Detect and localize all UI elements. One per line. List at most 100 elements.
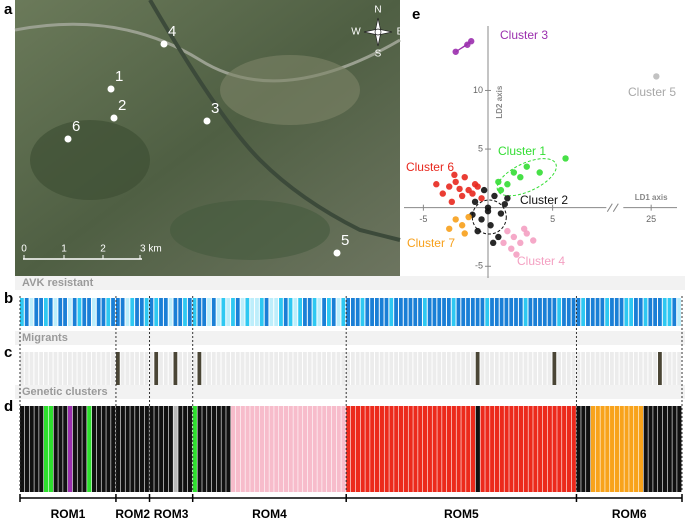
avk-bar [595, 298, 600, 326]
migrant-bar [259, 352, 264, 385]
avk-bar [677, 298, 681, 326]
migrant-bar [115, 352, 120, 385]
avk-bar [58, 298, 63, 326]
point [484, 207, 492, 215]
avk-bar [279, 298, 283, 326]
migrant-bar [72, 352, 77, 385]
migrant-bar [20, 352, 24, 385]
cluster-bar [58, 406, 63, 492]
migrant-bar [120, 352, 125, 385]
point [653, 73, 660, 80]
avk-bar [173, 298, 178, 326]
avk-bar [403, 298, 408, 326]
population-label: ROM6 [612, 507, 647, 521]
migrant-bar [135, 352, 139, 385]
migrant-bar [629, 352, 634, 385]
avk-bar [255, 298, 259, 326]
point [446, 225, 453, 232]
cluster-bar [312, 406, 317, 492]
migrant-bar [566, 352, 571, 385]
point [452, 216, 459, 223]
cluster-bar [283, 406, 289, 492]
avk-bar [197, 298, 202, 326]
cluster-bar [509, 406, 514, 492]
migrant-bar [168, 352, 173, 385]
migrant-bar [475, 352, 480, 385]
avk-bar [178, 298, 183, 326]
migrant-bar [571, 352, 576, 385]
population-label: ROM2 [115, 507, 150, 521]
migrant-bar [139, 352, 144, 385]
avk-bar [624, 298, 629, 326]
migrant-bar [614, 352, 619, 385]
migrant-bar [480, 352, 485, 385]
migrant-bar [101, 352, 106, 385]
migrant-bar [48, 352, 53, 385]
migrant-bar [317, 352, 322, 385]
migrant-bar [662, 352, 667, 385]
migrant-bar [226, 352, 231, 385]
cluster-bar [600, 406, 605, 492]
site-dot [203, 117, 211, 125]
panel-label: e [412, 6, 420, 23]
migrant-bar [341, 352, 346, 385]
site-dot [107, 85, 115, 93]
x-tick-label: 5 [550, 214, 555, 224]
migrant-bar [77, 352, 82, 385]
avk-bar [120, 298, 125, 326]
migrant-bar [43, 352, 48, 385]
migrant-bar [274, 352, 279, 385]
avk-bar [374, 298, 379, 326]
migrant-bar [653, 352, 658, 385]
cluster-label: Cluster 1 [498, 144, 546, 158]
cluster-bar [437, 406, 442, 492]
migrant-bar [586, 352, 590, 385]
cluster-bar [446, 406, 452, 492]
avk-bar [475, 298, 480, 326]
cluster-bar [576, 406, 581, 492]
migrant-bar [149, 352, 154, 385]
cluster-bar [677, 406, 682, 492]
strip-header [15, 276, 685, 290]
cluster-bar [173, 406, 178, 492]
migrant-bar [418, 352, 422, 385]
point [513, 251, 520, 258]
migrant-bar [648, 352, 653, 385]
cluster-bar [101, 406, 106, 492]
avk-bar [235, 298, 240, 326]
avk-bar [125, 298, 130, 326]
migrant-bar [91, 352, 96, 385]
cluster-bar [111, 406, 116, 492]
cluster-bar [533, 406, 538, 492]
site-label: 2 [118, 97, 126, 114]
avk-bar [494, 298, 499, 326]
cluster-bar [125, 406, 130, 492]
migrant-bar [442, 352, 446, 385]
avk-bar [87, 298, 91, 326]
point [458, 222, 466, 229]
avk-bar [504, 298, 509, 326]
migrant-bar [677, 352, 681, 385]
avk-bar [226, 298, 231, 326]
site-dot [64, 135, 72, 143]
site-dot [110, 114, 118, 122]
y-tick-label: 5 [478, 143, 483, 153]
cluster-bar [250, 406, 255, 492]
migrant-bar [384, 352, 389, 385]
cluster-bar [183, 406, 188, 492]
avk-bar [115, 298, 120, 326]
cluster-bar [384, 406, 389, 492]
cluster-bar [67, 406, 73, 492]
cluster-bar [442, 406, 447, 492]
migrant-bar [413, 352, 418, 385]
avk-bar [437, 298, 442, 326]
migrant-bar [470, 352, 475, 385]
avk-bar [336, 298, 341, 326]
migrant-bar [427, 352, 432, 385]
avk-bar [91, 298, 96, 326]
migrant-bar [154, 352, 159, 385]
site-dot [333, 249, 341, 257]
cluster-bar [480, 406, 485, 492]
migrant-bar [403, 352, 408, 385]
migrant-bar [125, 352, 130, 385]
